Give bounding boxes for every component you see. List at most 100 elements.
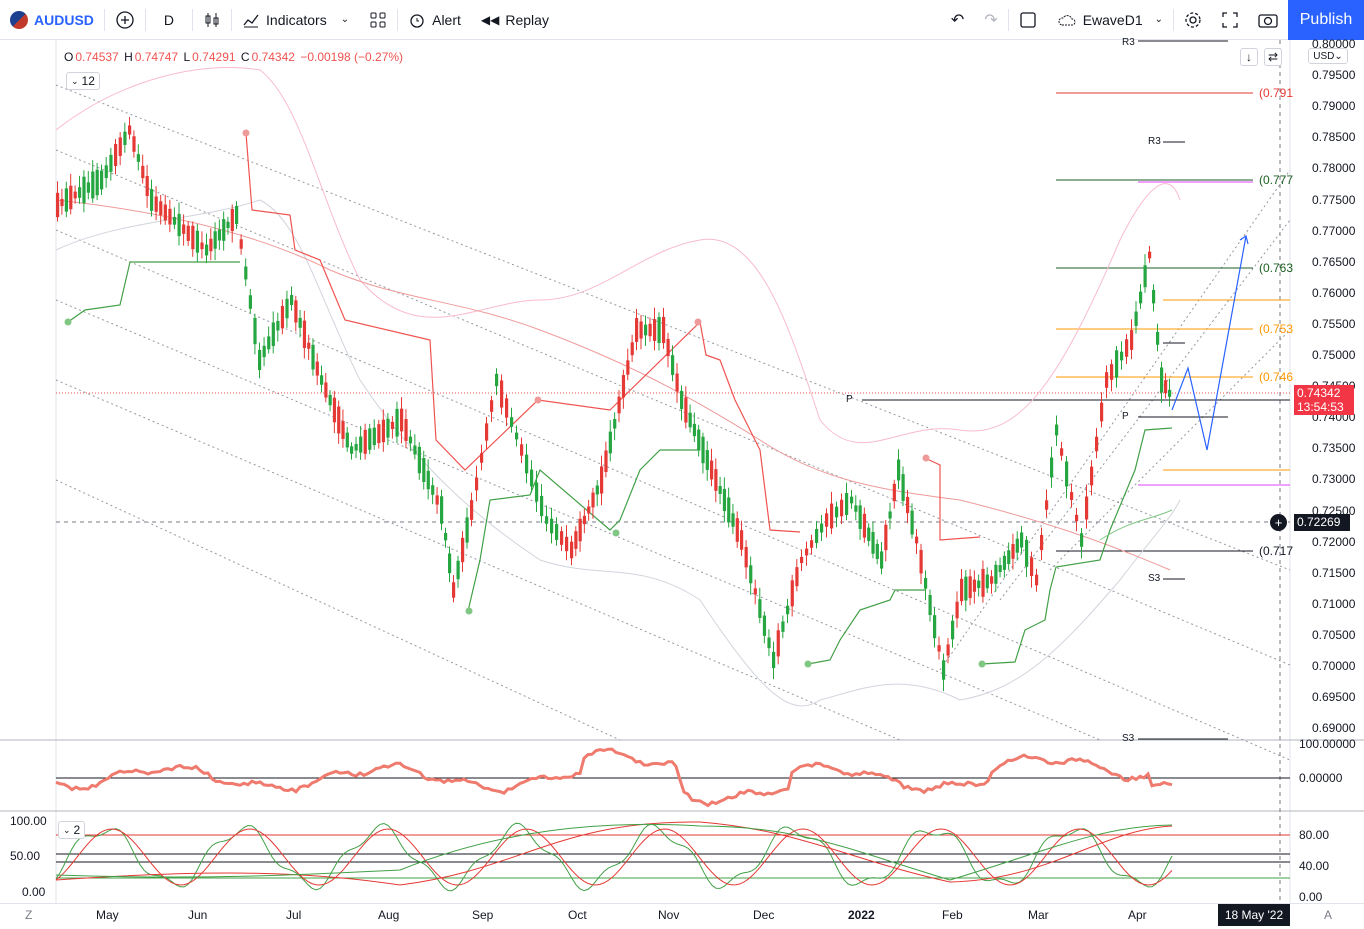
stoch-indicators-toggle[interactable]: ⌄ 2 — [58, 821, 86, 839]
candle-body — [1130, 330, 1134, 350]
grid-icon — [370, 12, 386, 27]
stoch-count: 2 — [73, 823, 81, 837]
scroll-down-button[interactable]: ↓ — [1240, 48, 1258, 66]
candle-body — [671, 355, 675, 375]
candle-body — [294, 300, 298, 323]
compare-button[interactable] — [105, 0, 145, 40]
price-axis-label: 0.71500 — [1312, 565, 1356, 580]
candle-body — [73, 191, 77, 199]
indicators-toggle[interactable]: ⌄ 12 — [66, 72, 100, 90]
candle-body — [1002, 555, 1007, 570]
candle-body — [350, 446, 354, 454]
candle-body — [587, 506, 591, 514]
candle-body — [600, 466, 604, 494]
candle-body — [368, 428, 372, 450]
candle-body — [195, 230, 200, 253]
indicator-count: 12 — [81, 74, 95, 88]
stoch-d-line — [55, 828, 1173, 886]
candle-body — [69, 185, 73, 210]
go-to-start-button[interactable]: Z — [25, 908, 33, 922]
candle-body — [591, 492, 595, 508]
candle-body — [386, 418, 390, 438]
time-axis[interactable] — [0, 903, 1364, 929]
candle-body — [840, 499, 844, 517]
add-alert-plus-icon[interactable]: + — [1270, 514, 1287, 531]
forecast-path — [1171, 235, 1247, 451]
replay-button[interactable]: ◀◀ Replay — [471, 0, 559, 40]
candle-body — [400, 408, 404, 432]
currency-selector[interactable]: USD ⌄ — [1308, 48, 1348, 64]
candle-body — [630, 342, 634, 356]
layout-name-button[interactable]: EwaveD1 ⌄ — [1047, 0, 1173, 40]
candle-body — [946, 644, 950, 656]
candle-body — [1120, 351, 1124, 361]
templates-button[interactable] — [359, 0, 397, 40]
candle-body — [100, 170, 104, 190]
separator — [144, 8, 146, 31]
candle-body — [1007, 550, 1011, 564]
auto-scale-button[interactable]: A — [1324, 908, 1333, 922]
candle-body — [933, 615, 937, 639]
candle-body — [332, 397, 337, 423]
high-key: H — [124, 50, 133, 64]
stoch-right-label: 80.00 — [1299, 828, 1330, 842]
candle-body — [621, 375, 626, 398]
candle-body — [64, 188, 68, 212]
candle-body — [1025, 539, 1029, 567]
candle-body — [653, 319, 657, 341]
candle-body — [1160, 367, 1164, 393]
settings-button[interactable] — [1174, 0, 1212, 40]
candle-body — [163, 204, 167, 221]
interval-button[interactable]: D — [146, 0, 192, 40]
candle-body — [800, 556, 804, 564]
rewind-icon: ◀◀ — [480, 12, 500, 27]
candle-body — [505, 398, 509, 418]
redo-button[interactable]: ↷ — [984, 11, 998, 29]
candle-body — [452, 582, 456, 598]
alert-label: Alert — [432, 11, 461, 28]
candle-body — [485, 423, 489, 441]
snapshot-button[interactable] — [1248, 0, 1288, 40]
undo-button[interactable]: ↶ — [950, 11, 965, 29]
candle-body — [1134, 311, 1138, 326]
pivot-label: S3 — [1122, 733, 1135, 744]
candle-body — [1125, 339, 1129, 357]
candle-body — [862, 513, 867, 538]
fullscreen-button[interactable] — [1212, 0, 1248, 40]
layout-button[interactable] — [1009, 0, 1047, 40]
pivot-label: S3 — [1148, 573, 1161, 584]
candle-body — [850, 496, 854, 504]
candle-body — [635, 318, 639, 342]
layout-name: EwaveD1 — [1082, 11, 1143, 28]
publish-button[interactable]: Publish — [1288, 0, 1364, 40]
candle-body — [1152, 289, 1156, 304]
fib-label: (0.763 — [1259, 261, 1294, 275]
candle-body — [1050, 457, 1054, 478]
candle-body — [205, 244, 209, 256]
candle-body — [86, 182, 90, 193]
candle-body — [565, 536, 569, 552]
indicators-label: Indicators — [266, 11, 327, 28]
month-label: Nov — [658, 908, 680, 922]
separator — [1173, 8, 1174, 31]
candle-body — [835, 506, 839, 518]
swap-button[interactable]: ⇄ — [1264, 48, 1282, 66]
candle-body — [91, 171, 95, 199]
chart-type-button[interactable] — [193, 0, 231, 40]
supertrend-markers — [64, 129, 986, 668]
symbol-search[interactable]: AUDUSD — [0, 0, 104, 40]
candle-body — [431, 485, 435, 495]
candle-body — [235, 205, 239, 225]
stoch-right-label: 40.00 — [1299, 859, 1330, 873]
candle-body — [1090, 466, 1094, 486]
candle-body — [177, 213, 181, 237]
alert-button[interactable]: Alert — [398, 0, 471, 40]
indicators-button[interactable]: Indicators ⌄ — [232, 0, 359, 40]
candle-body — [1020, 532, 1024, 548]
fib-label: (0.777 — [1259, 173, 1294, 187]
candles-icon — [205, 12, 219, 27]
chart-canvas[interactable] — [0, 40, 1364, 903]
candle-body — [510, 417, 514, 427]
candle-body — [500, 380, 504, 408]
candle-body — [701, 436, 705, 464]
